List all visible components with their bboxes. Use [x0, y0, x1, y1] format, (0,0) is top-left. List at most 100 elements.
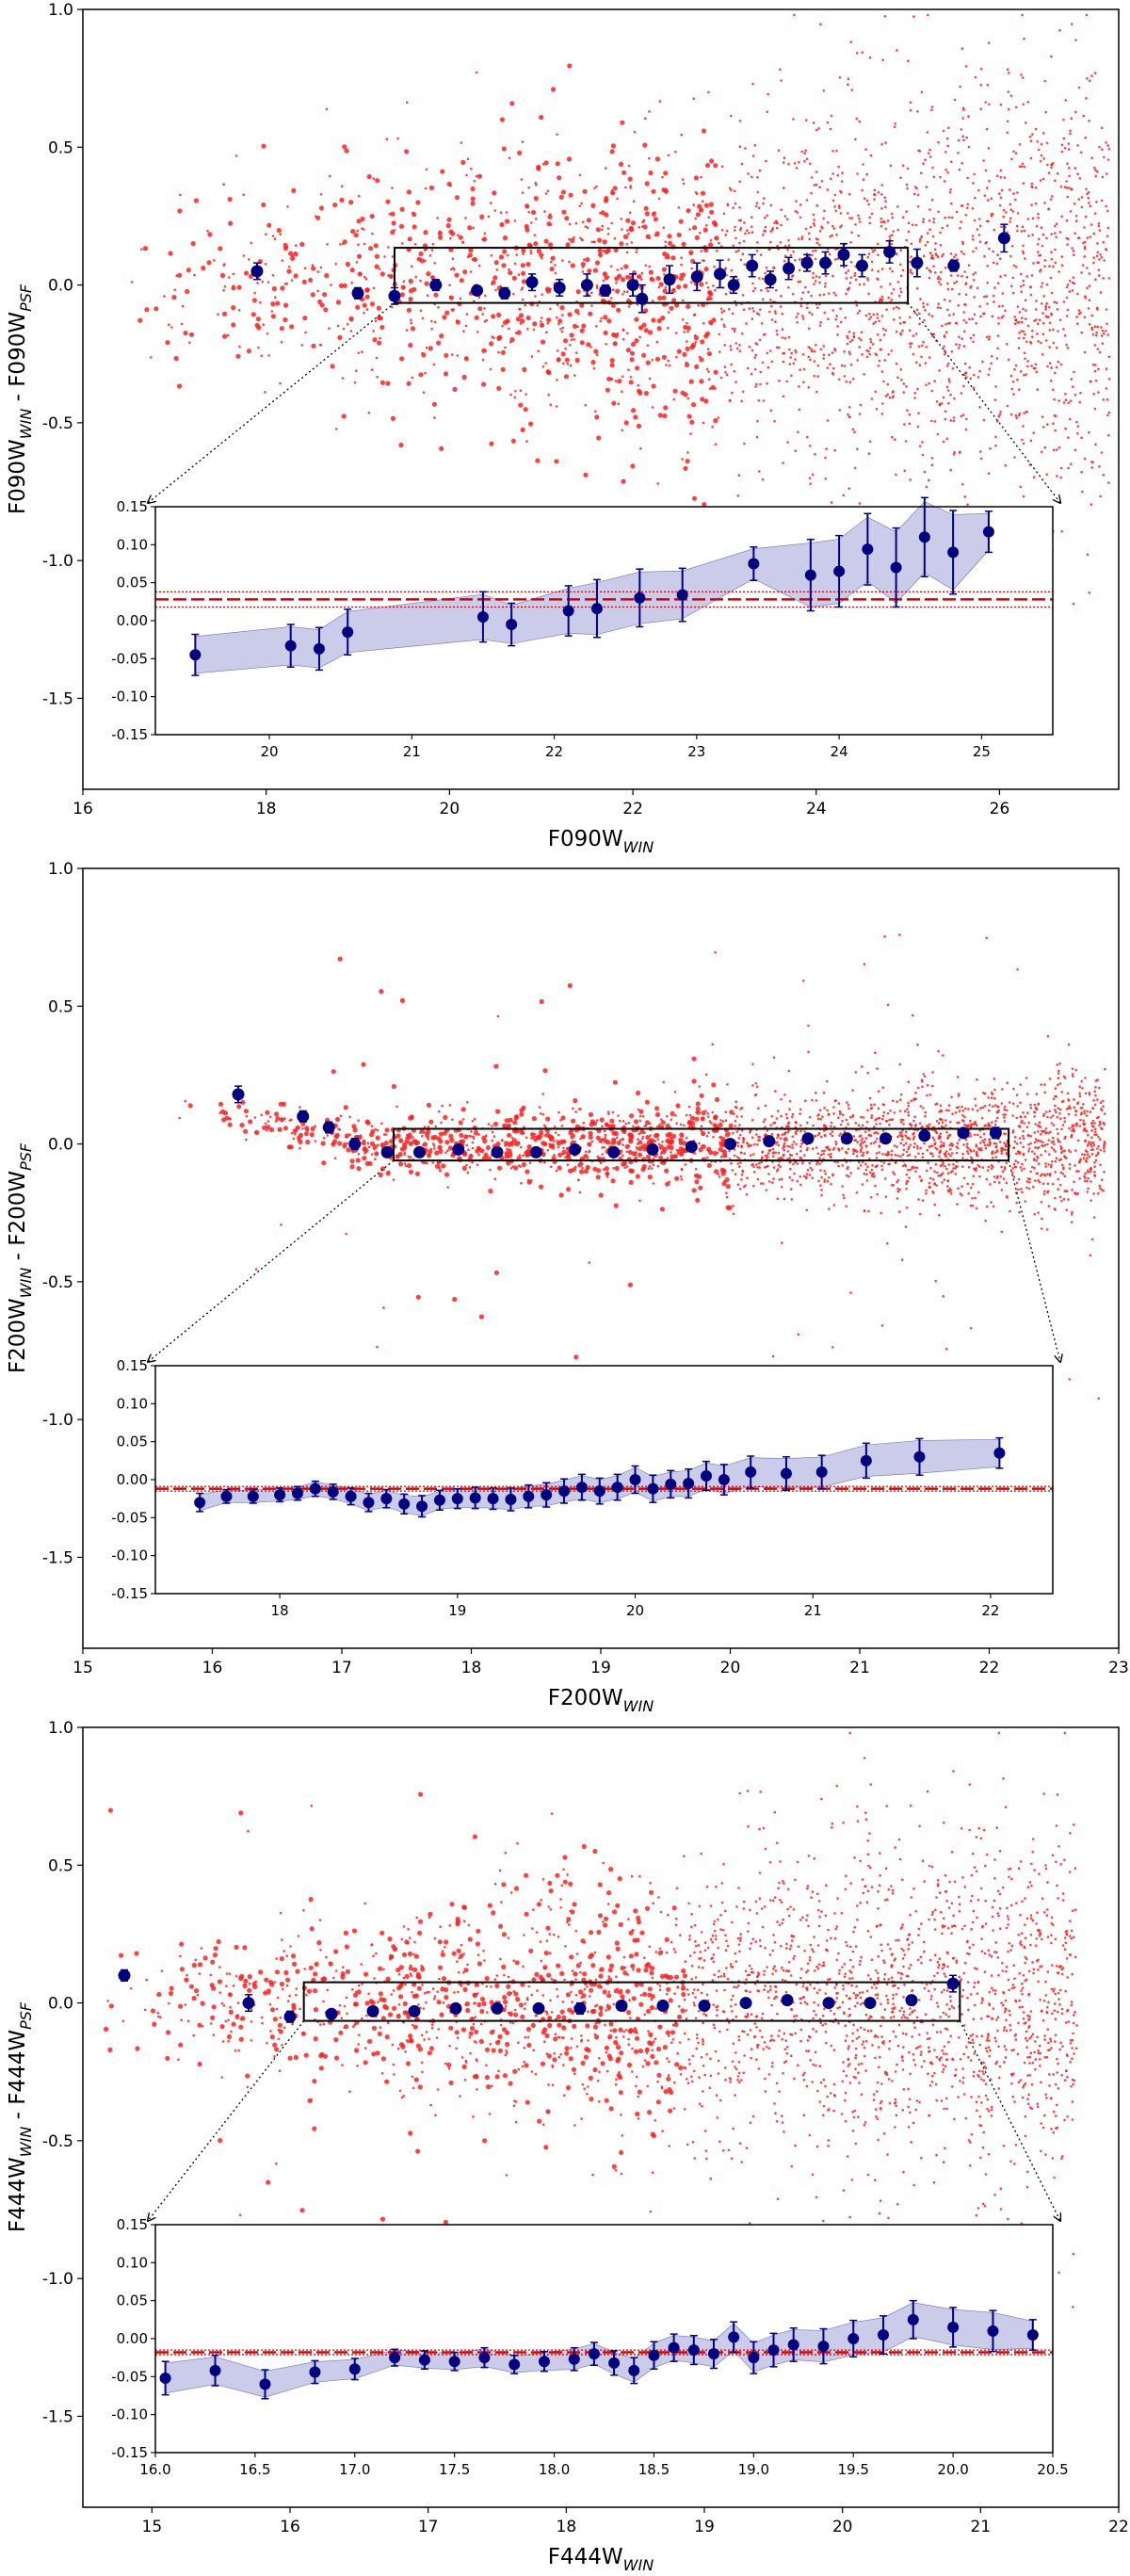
scatter-point — [731, 1169, 734, 1172]
scatter-point — [835, 149, 838, 153]
scatter-point — [863, 963, 866, 965]
scatter-point — [448, 229, 454, 235]
scatter-point — [770, 1114, 774, 1118]
scatter-point — [776, 244, 779, 248]
scatter-point — [1094, 174, 1097, 178]
scatter-point — [610, 189, 614, 192]
scatter-point — [1083, 1179, 1087, 1183]
scatter-point — [901, 216, 905, 219]
scatter-point — [929, 270, 932, 273]
scatter-point — [605, 167, 607, 170]
scatter-point — [841, 1164, 844, 1167]
scatter-point — [1077, 312, 1081, 316]
scatter-point — [1020, 73, 1023, 76]
scatter-point — [686, 451, 689, 454]
scatter-point — [826, 121, 830, 124]
scatter-point — [533, 234, 537, 236]
scatter-point — [1101, 175, 1105, 179]
scatter-point — [1071, 281, 1074, 284]
scatter-point — [783, 254, 787, 258]
scatter-point — [976, 228, 979, 231]
scatter-point — [1026, 324, 1030, 328]
scatter-point — [525, 315, 531, 321]
scatter-point — [1025, 340, 1028, 344]
scatter-point — [850, 89, 854, 91]
scatter-point — [466, 157, 470, 160]
scatter-point — [724, 1119, 728, 1122]
scatter-point — [883, 196, 886, 199]
scatter-point — [799, 1183, 802, 1187]
scatter-point — [1022, 1152, 1025, 1156]
scatter-point — [863, 283, 865, 286]
scatter-point — [973, 1133, 977, 1137]
scatter-point — [852, 1152, 855, 1156]
scatter-point — [823, 1149, 826, 1153]
scatter-point — [869, 1107, 873, 1110]
scatter-point — [946, 389, 950, 392]
scatter-point — [1027, 1149, 1030, 1153]
scatter-point — [667, 1131, 673, 1137]
scatter-point — [738, 180, 741, 184]
scatter-point — [904, 1225, 908, 1228]
scatter-point — [947, 126, 950, 130]
scatter-point — [947, 402, 950, 405]
scatter-point — [960, 414, 962, 418]
scatter-point — [492, 1135, 496, 1138]
scatter-point — [1082, 1157, 1086, 1159]
scatter-point — [638, 1140, 643, 1145]
scatter-point — [775, 329, 779, 332]
scatter-point — [521, 298, 525, 301]
scatter-point — [622, 328, 625, 332]
scatter-point — [1090, 314, 1094, 317]
scatter-point — [806, 435, 809, 439]
scatter-point — [524, 303, 526, 307]
scatter-point — [831, 274, 834, 278]
scatter-point — [993, 1123, 997, 1126]
scatter-point — [1095, 254, 1099, 258]
scatter-point — [786, 441, 789, 444]
scatter-point — [438, 1139, 444, 1144]
scatter-point — [144, 307, 150, 313]
scatter-point — [985, 127, 989, 131]
scatter-point — [1016, 229, 1019, 233]
scatter-point — [714, 1169, 719, 1175]
scatter-point — [1055, 448, 1058, 451]
scatter-point — [629, 1113, 635, 1119]
scatter-point — [598, 1138, 604, 1143]
scatter-point — [718, 241, 720, 245]
scatter-point — [837, 1102, 841, 1105]
scatter-point — [1067, 142, 1071, 145]
scatter-point — [513, 396, 517, 399]
scatter-point — [769, 240, 772, 244]
panel-f200w: 15 16 17 18 19 20 21 22 23-1.5-1.0-0.50.00.51.0F… — [6, 860, 1129, 1715]
scatter-point — [937, 141, 940, 144]
scatter-point — [985, 240, 988, 244]
scatter-point — [379, 989, 384, 995]
scatter-point — [1050, 55, 1053, 58]
scatter-point — [495, 268, 499, 271]
scatter-point — [947, 1109, 950, 1112]
scatter-point — [1046, 1034, 1050, 1038]
scatter-point — [632, 200, 636, 203]
scatter-point — [822, 293, 826, 297]
scatter-point — [868, 56, 872, 59]
scatter-point — [940, 402, 944, 405]
scatter-point — [350, 229, 356, 235]
scatter-point — [936, 432, 940, 436]
scatter-point — [426, 271, 431, 277]
scatter-point — [449, 184, 452, 187]
scatter-point — [836, 1160, 839, 1164]
scatter-point — [860, 1148, 863, 1151]
scatter-point — [1090, 1170, 1092, 1173]
scatter-point — [685, 346, 690, 351]
scatter-point — [624, 186, 627, 189]
scatter-point — [953, 450, 956, 454]
scatter-point — [816, 237, 819, 241]
scatter-point — [996, 253, 999, 257]
scatter-point — [886, 219, 890, 222]
scatter-point — [626, 229, 629, 232]
scatter-point — [1029, 1103, 1032, 1107]
scatter-point — [1042, 321, 1045, 325]
scatter-point — [509, 337, 515, 343]
scatter-point — [357, 243, 360, 247]
